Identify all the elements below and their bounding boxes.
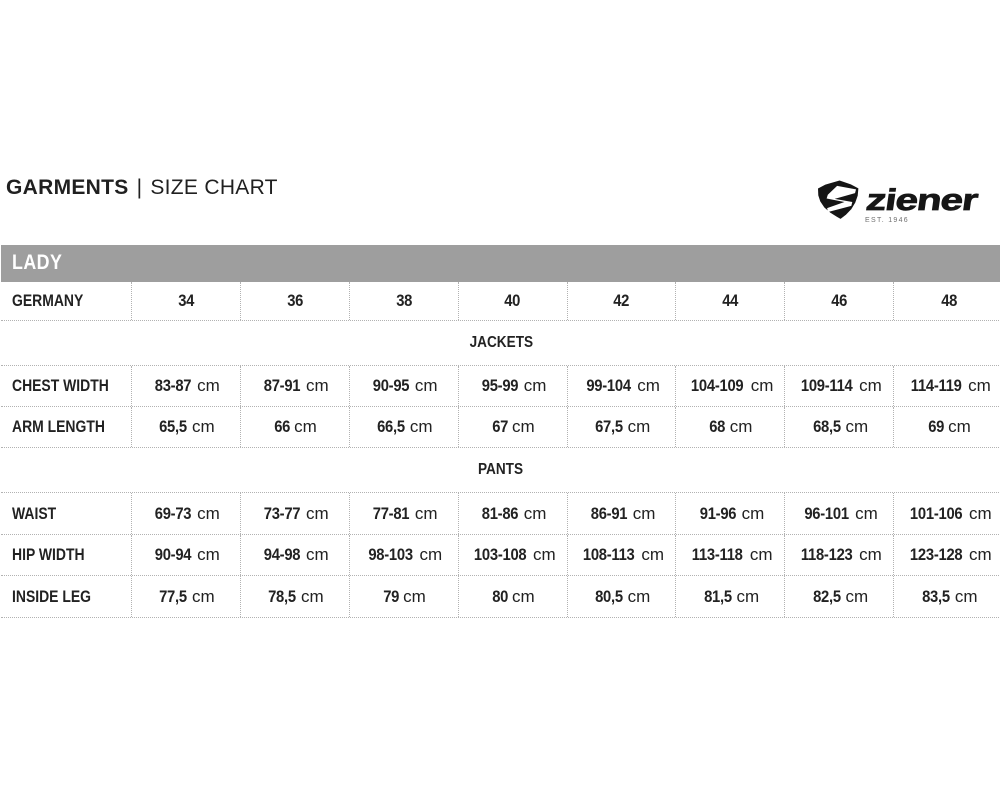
svg-text:ziener: ziener [864,183,980,217]
svg-text:EST. 1946: EST. 1946 [865,217,909,224]
